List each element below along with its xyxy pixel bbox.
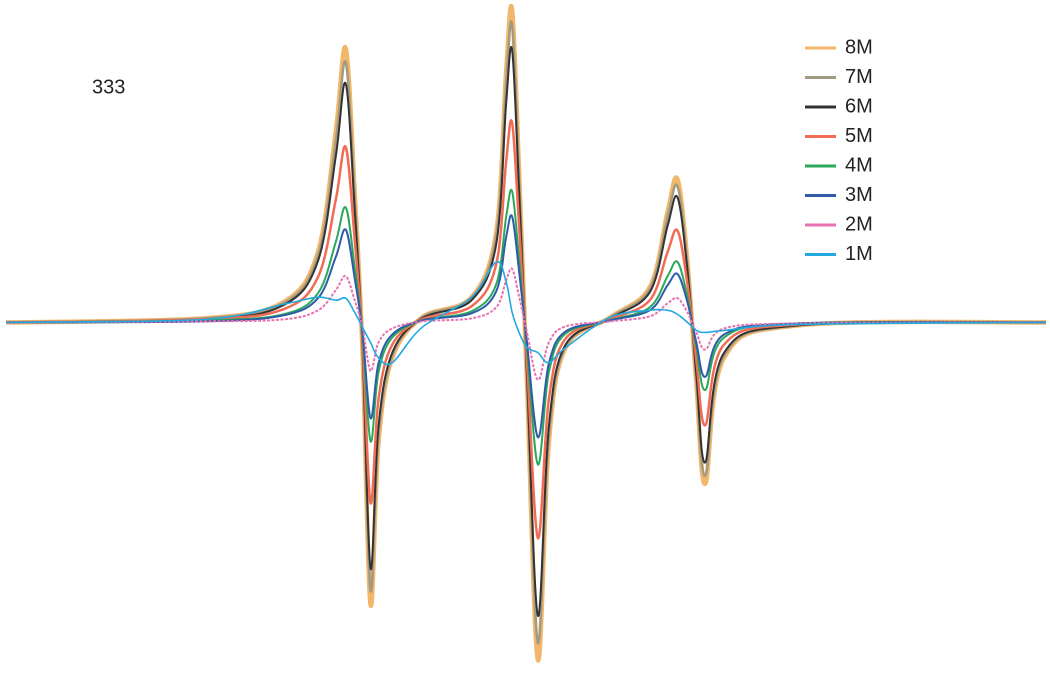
legend-label: 4M <box>845 154 873 176</box>
legend-label: 6M <box>845 95 873 117</box>
series-line <box>5 260 1047 366</box>
series-line <box>5 267 1047 381</box>
legend-label: 3M <box>845 184 873 206</box>
legend-label: 5M <box>845 125 873 147</box>
legend-label: 2M <box>845 213 873 235</box>
legend-label: 1M <box>845 243 873 265</box>
legend-label: 8M <box>845 36 873 58</box>
legend-label: 7M <box>845 66 873 88</box>
chart-title: 333 <box>92 76 125 98</box>
